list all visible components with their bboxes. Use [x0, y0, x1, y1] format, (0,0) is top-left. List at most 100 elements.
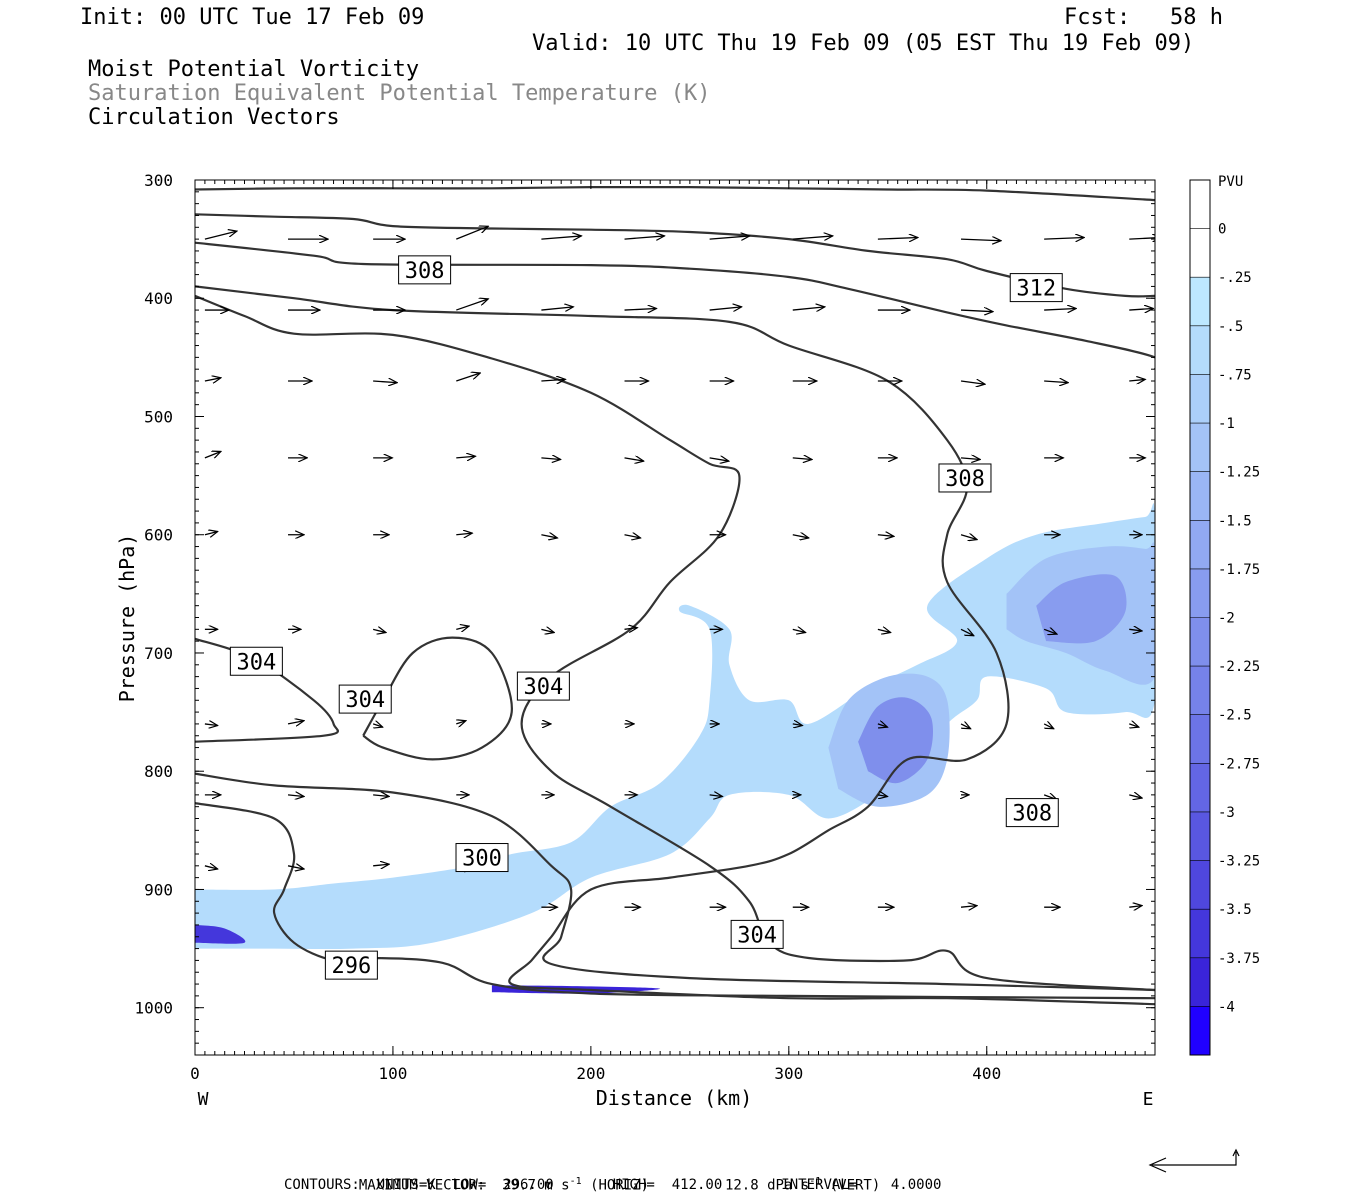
horiz-exponent: -1 — [569, 1176, 582, 1187]
theta-e-contour — [195, 772, 1155, 992]
colorbar-label: -2 — [1218, 611, 1235, 627]
circulation-vector — [541, 535, 557, 538]
colorbar-label: -1.25 — [1218, 465, 1260, 481]
circulation-vector — [1129, 379, 1145, 381]
circulation-vector — [204, 378, 221, 381]
colorbar-label: -3.25 — [1218, 854, 1260, 870]
circulation-vector — [792, 307, 825, 310]
circulation-vector — [456, 373, 480, 382]
colorbar: PVU 0 -.25 -.5 -.75 -1 -1.25 -1.5 -1.75 -2 -2.25 -2… — [1189, 174, 1260, 1056]
circulation-vector — [204, 231, 237, 240]
circulation-vector — [1129, 238, 1155, 240]
colorbar-label: -.5 — [1218, 319, 1243, 335]
colorbar-label: -3.5 — [1218, 902, 1252, 918]
colorbar-swatch — [1190, 666, 1210, 716]
pv-region — [195, 503, 1155, 950]
x-tick-label: 0 — [190, 1064, 200, 1083]
circulation-vector — [1129, 308, 1153, 310]
vert-exponent: -1 — [809, 1176, 822, 1187]
colorbar-label: -2.5 — [1218, 708, 1252, 724]
circulation-vector — [1129, 629, 1142, 631]
colorbar-label: -4 — [1218, 999, 1235, 1015]
contour-label: 308 — [405, 259, 445, 284]
circulation-vector — [287, 866, 304, 869]
colorbar-swatch — [1190, 520, 1210, 570]
y-tick-label: 300 — [144, 171, 173, 190]
circulation-vector — [541, 458, 560, 460]
axes: 300 400 500 600 700 800 900 1000 0 100 200 300 400 — [134, 171, 1156, 1083]
contour-label: 304 — [345, 688, 385, 713]
contour-label-box — [398, 255, 452, 285]
circulation-vector — [1129, 906, 1142, 908]
contour-label-box — [455, 843, 509, 873]
colorbar-label: -.75 — [1218, 367, 1252, 383]
circulation-vector — [960, 535, 977, 540]
colorbar-swatch — [1190, 957, 1210, 1007]
y-tick-label: 1000 — [134, 999, 173, 1018]
circulation-vector — [1043, 629, 1057, 634]
circulation-vector — [372, 724, 383, 727]
circulation-vector — [709, 795, 723, 797]
circulation-vector — [960, 381, 985, 384]
contour-info: CONTOURS: UNITS=K LOW= 296.00 HIGH= 412.… — [284, 1177, 942, 1193]
colorbar-swatch — [1190, 763, 1210, 813]
colorbar-swatch — [1190, 909, 1210, 959]
y-tick-label: 700 — [144, 644, 173, 663]
circulation-vector — [204, 532, 218, 535]
circulation-vector — [1044, 308, 1076, 310]
colorbar-swatch — [1190, 1006, 1210, 1056]
contour-label: 304 — [523, 675, 563, 700]
circulation-vector — [204, 451, 221, 457]
circulation-vector — [709, 236, 750, 239]
circulation-vector — [541, 307, 573, 310]
x-tick-label: 400 — [972, 1064, 1001, 1083]
contour-label-box — [229, 646, 283, 676]
colorbar-label: -1.75 — [1218, 562, 1260, 578]
circulation-vectors — [204, 226, 1155, 908]
x-tick-label: 200 — [576, 1064, 605, 1083]
circulation-vector — [960, 629, 974, 635]
pv-shading — [195, 503, 1155, 994]
circulation-vector — [624, 458, 644, 461]
colorbar-label: 0 — [1218, 222, 1226, 238]
circulation-vector — [541, 629, 554, 632]
contour-label-box — [938, 463, 992, 493]
circulation-vector — [1044, 381, 1068, 383]
y-tick-label: 400 — [144, 289, 173, 308]
theta-e-contour — [362, 636, 513, 761]
vert-suffix: (VERT) — [821, 1177, 881, 1194]
circulation-vector — [456, 456, 475, 458]
init-time: Init: 00 UTC Tue 17 Feb 09 — [80, 5, 425, 30]
x-end-right: E — [1143, 1089, 1154, 1110]
colorbar-swatch — [1190, 228, 1210, 278]
colorbar-label: -2.75 — [1218, 756, 1260, 772]
circulation-vector — [1129, 795, 1142, 798]
pv-region — [858, 697, 934, 784]
circulation-vector — [960, 724, 971, 729]
circulation-vector — [204, 724, 218, 726]
circulation-vector — [960, 310, 993, 312]
circulation-vector — [877, 535, 894, 537]
contour-label: 308 — [945, 467, 985, 492]
colorbar-swatch — [1190, 374, 1210, 424]
colorbar-swatch — [1190, 180, 1210, 229]
title-mpv: Moist Potential Vorticity — [88, 57, 420, 82]
circulation-vector — [960, 458, 980, 460]
contour-label-box — [516, 671, 570, 701]
colorbar-label: -3.75 — [1218, 951, 1260, 967]
circulation-vector — [877, 795, 888, 797]
x-axis-title: Distance (km) — [596, 1086, 753, 1110]
reference-vector-icon — [1148, 1148, 1240, 1173]
theta-e-contour — [195, 285, 1155, 1006]
pv-region — [195, 924, 246, 944]
contour-label: 296 — [331, 954, 371, 979]
contour-label: 312 — [1016, 277, 1056, 302]
title-vectors: Circulation Vectors — [88, 105, 340, 130]
contour-label: 300 — [462, 847, 502, 872]
circulation-vector — [287, 795, 304, 797]
circulation-vector — [373, 795, 389, 797]
contour-label: 308 — [1012, 802, 1052, 827]
contour-label-box — [1005, 798, 1059, 828]
circulation-vector — [792, 535, 809, 538]
